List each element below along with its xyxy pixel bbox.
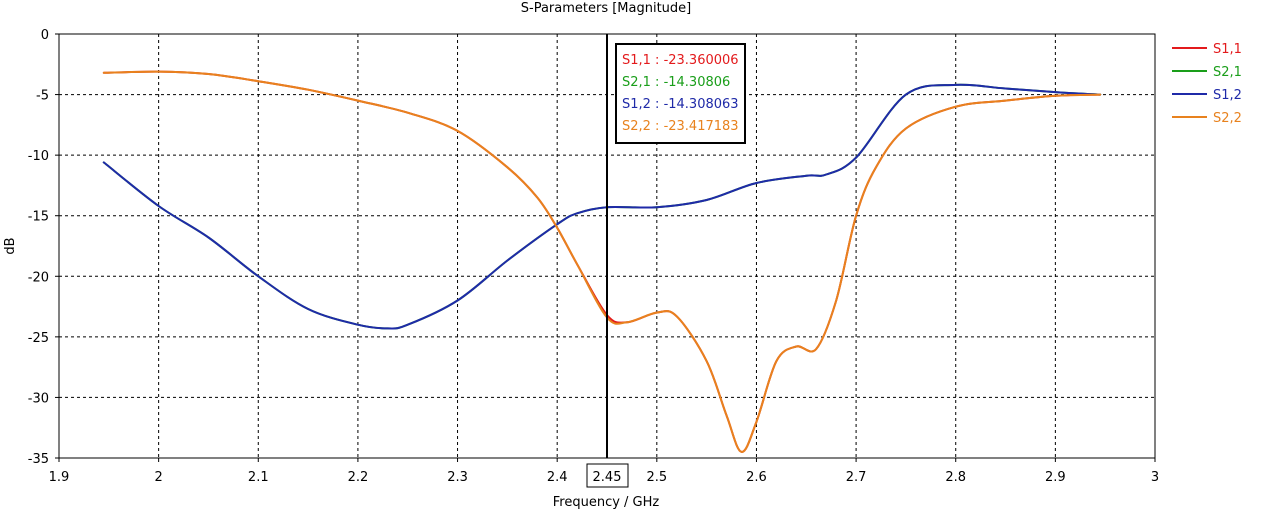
x-tick-label: 2.9 [1045, 470, 1066, 485]
y-axis-label: dB [3, 237, 18, 254]
series-line-s12 [102, 83, 1102, 330]
x-tick-label: 2.7 [846, 470, 867, 485]
chart-title: S-Parameters [Magnitude] [521, 1, 692, 16]
x-tick-label: 2.1 [248, 470, 269, 485]
marker-readout-text: S2,2 : -23.417183 [622, 119, 739, 134]
y-tick-label: -35 [28, 452, 49, 467]
marker-readout-text: S2,1 : -14.30806 [622, 75, 730, 90]
y-tick-label: -5 [36, 89, 49, 104]
marker-readout-text: S1,1 : -23.360006 [622, 53, 739, 68]
marker-x-label-frame [586, 463, 629, 488]
x-tick-label: 2.3 [447, 470, 468, 485]
y-tick-label: 0 [41, 28, 49, 43]
x-tick-label: 1.9 [49, 470, 70, 485]
y-axis-ticks: 0 -5 -10 -15 -20 -25 -30 -35 [28, 28, 59, 467]
legend-label-s21: S2,1 [1213, 65, 1242, 80]
x-tick-label: 3 [1151, 470, 1159, 485]
legend: S1,1 S2,1 S1,2 S2,2 [1172, 42, 1242, 126]
marker-readout-text: S1,2 : -14.308063 [622, 97, 739, 112]
marker-readout-frame [615, 43, 746, 144]
legend-label-s11: S1,1 [1213, 42, 1242, 57]
x-tick-label: 2.6 [746, 470, 767, 485]
series-line-s22 [102, 70, 1102, 453]
y-tick-label: -15 [28, 210, 49, 225]
x-tick-label: 2.5 [646, 470, 667, 485]
x-tick-label: 2.8 [945, 470, 966, 485]
y-tick-label: -20 [28, 270, 49, 285]
legend-label-s12: S1,2 [1213, 88, 1242, 103]
marker-x-label-text: 2.45 [593, 470, 622, 485]
y-tick-label: -30 [28, 391, 49, 406]
marker-x-label: 2.45 [586, 463, 629, 488]
x-tick-label: 2.2 [348, 470, 369, 485]
x-axis-label: Frequency / GHz [553, 495, 660, 510]
x-axis-ticks: 1.9 2 2.1 2.2 2.3 2.4 2.5 2.6 2.7 2.8 2.9 3 [49, 458, 1159, 485]
legend-label-s22: S2,2 [1213, 111, 1242, 126]
plot-area: 1.9 2 2.1 2.2 2.3 2.4 2.5 2.6 2.7 2.8 2.9 3 0 -5 -10 -… [28, 28, 1159, 488]
y-tick-label: -25 [28, 331, 49, 346]
x-tick-label: 2.4 [547, 470, 568, 485]
x-tick-label: 2 [154, 470, 162, 485]
y-tick-label: -10 [28, 149, 49, 164]
marker-readout-box: S1,1 : -23.360006 S2,1 : -14.30806 S1,2 : … [615, 43, 746, 144]
series-layer [102, 70, 1102, 453]
marker-readouts: S1,1 : -23.360006 S2,1 : -14.30806 S1,2 : … [622, 53, 739, 134]
